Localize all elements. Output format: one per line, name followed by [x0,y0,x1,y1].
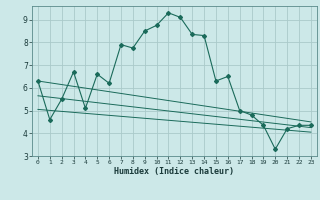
X-axis label: Humidex (Indice chaleur): Humidex (Indice chaleur) [115,167,234,176]
